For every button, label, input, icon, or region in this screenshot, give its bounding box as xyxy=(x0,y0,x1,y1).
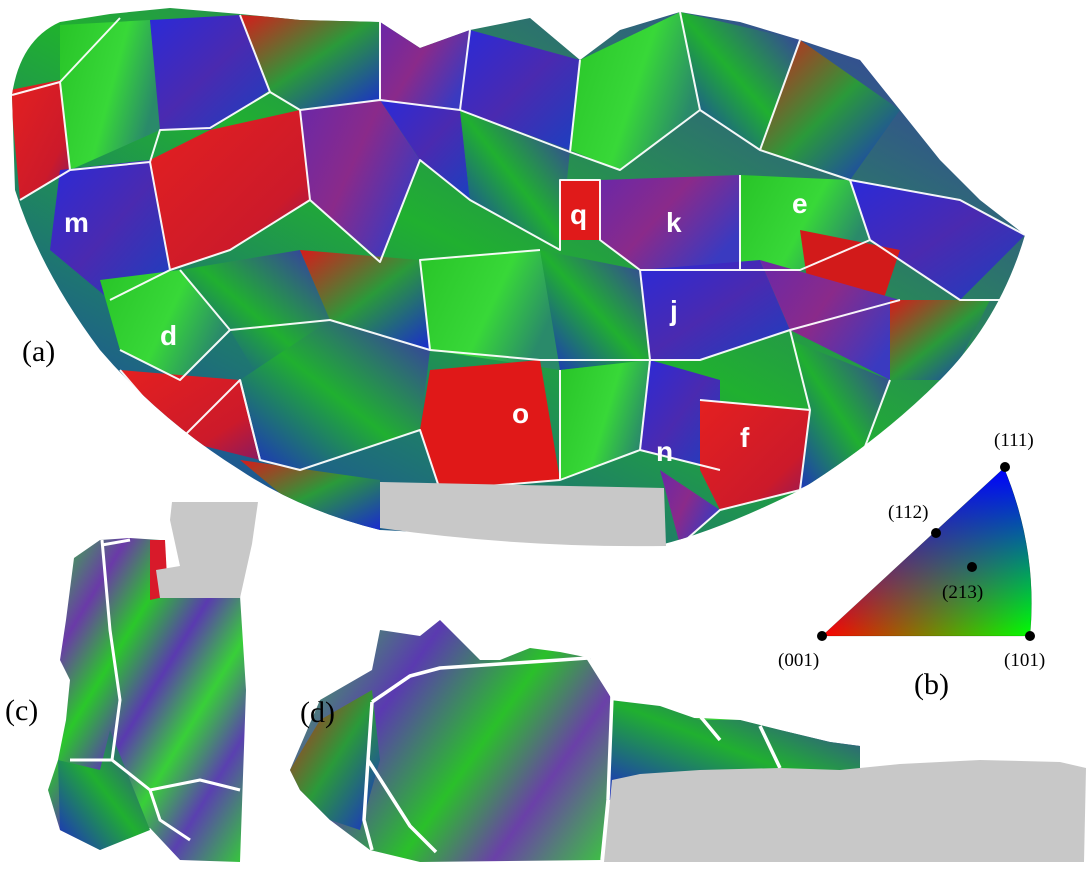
panel-label-d: (d) xyxy=(300,696,335,729)
panel-d-map xyxy=(290,620,1086,862)
grain-label-m: m xyxy=(64,207,89,238)
panel-a-mask xyxy=(380,482,666,547)
pole-marker-112 xyxy=(931,528,941,538)
grain-label-e: e xyxy=(792,188,808,219)
pole-label-213: (213) xyxy=(942,582,983,603)
grain-label-j: j xyxy=(669,295,678,326)
panel-a-map xyxy=(11,8,1026,547)
panel-label-c: (c) xyxy=(5,694,38,727)
pole-marker-111 xyxy=(1000,462,1010,472)
grain-label-k: k xyxy=(666,207,682,238)
panel-c-mask xyxy=(156,502,258,598)
pole-marker-101 xyxy=(1025,631,1035,641)
pole-label-111: (111) xyxy=(994,430,1034,451)
grain-label-d: d xyxy=(160,320,177,351)
pole-marker-001 xyxy=(817,631,827,641)
pole-label-001: (001) xyxy=(778,650,819,671)
grain-label-f: f xyxy=(740,422,750,453)
panel-label-b: (b) xyxy=(914,668,949,701)
grain-label-n: n xyxy=(656,436,673,467)
pole-label-112: (112) xyxy=(888,502,928,523)
grain-label-q: q xyxy=(570,199,587,230)
panel-c-map xyxy=(48,502,258,862)
panel-d-mask xyxy=(604,760,1086,862)
pole-label-101: (101) xyxy=(1004,650,1045,671)
panel-label-a: (a) xyxy=(22,335,55,368)
ipf-legend xyxy=(817,462,1035,641)
pole-marker-213 xyxy=(967,562,977,572)
grain-label-o: o xyxy=(512,398,529,429)
